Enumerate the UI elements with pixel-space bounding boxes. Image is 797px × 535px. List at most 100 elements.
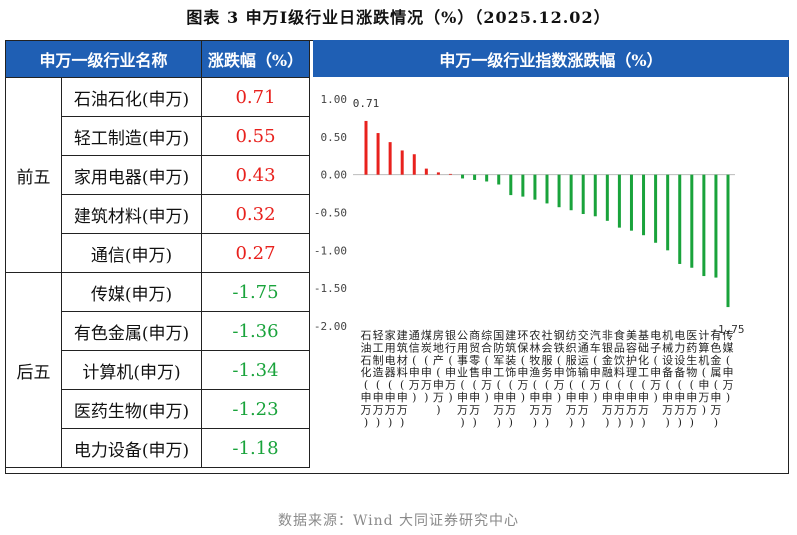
industry-name-cell: 传媒(申万) bbox=[61, 272, 202, 312]
category-label: 轻工制造(申万) bbox=[373, 328, 384, 429]
category-label: 电力设备(申万) bbox=[674, 329, 685, 429]
group-label: 前五 bbox=[5, 77, 62, 273]
category-label: 医药生物(申万) bbox=[686, 329, 697, 429]
bar bbox=[666, 174, 670, 251]
bar bbox=[617, 174, 621, 228]
category-label: 纺织服饰(申万) bbox=[566, 328, 577, 429]
bar bbox=[412, 154, 416, 175]
y-tick-label: 0.00 bbox=[321, 169, 348, 182]
group-label: 后五 bbox=[5, 272, 62, 468]
bar bbox=[714, 174, 718, 278]
bar bbox=[364, 120, 368, 175]
bar bbox=[497, 174, 501, 185]
category-label: 计算机(申万) bbox=[698, 329, 709, 416]
category-label: 汽车(申万) bbox=[590, 328, 601, 404]
bar bbox=[702, 174, 706, 277]
change-pct-cell: 0.32 bbox=[201, 194, 310, 234]
ranking-table: 申万一级行业名称 涨跌幅（%） 前五 石油石化(申万) 0.71 轻工制造(申万) 0.… bbox=[5, 40, 310, 468]
chart-header: 申万一级行业指数涨跌幅（%） bbox=[313, 40, 789, 77]
bar bbox=[678, 174, 682, 264]
bar bbox=[533, 174, 537, 200]
category-label: 石油石化(申万) bbox=[361, 329, 372, 429]
bar bbox=[376, 133, 380, 175]
category-label: 公用事业(申万) bbox=[457, 329, 468, 429]
category-label: 美容护理(申万) bbox=[626, 329, 637, 429]
table-body: 前五 石油石化(申万) 0.71 轻工制造(申万) 0.55 家用电器(申万) 0.43 建筑… bbox=[5, 77, 310, 468]
table-row: 电力设备(申万) -1.18 bbox=[6, 428, 310, 468]
category-label: 综合(申万) bbox=[481, 328, 492, 404]
table-row: 轻工制造(申万) 0.55 bbox=[6, 116, 310, 156]
bar bbox=[473, 174, 477, 180]
bar bbox=[654, 174, 658, 243]
data-label: -1.75 bbox=[711, 323, 744, 336]
category-label: 环保(申万) bbox=[517, 329, 528, 404]
category-label: 电子(申万) bbox=[650, 329, 661, 404]
change-pct-cell: 0.27 bbox=[201, 233, 310, 273]
category-label: 基础化工(申万) bbox=[638, 329, 649, 429]
bar bbox=[642, 174, 646, 236]
table-row: 家用电器(申万) 0.43 bbox=[6, 155, 310, 195]
bar bbox=[569, 174, 573, 211]
change-pct-cell: 0.55 bbox=[201, 116, 310, 156]
bar bbox=[424, 168, 428, 175]
change-pct-cell: -1.36 bbox=[201, 311, 310, 351]
category-label: 家用电器(申万) bbox=[385, 328, 396, 429]
bar bbox=[629, 174, 633, 231]
bar bbox=[448, 173, 452, 175]
category-label: 国防军工(申万) bbox=[493, 329, 504, 429]
category-label: 交通运输(申万) bbox=[578, 328, 589, 429]
category-label: 通信(申万) bbox=[409, 329, 420, 404]
category-label: 钢铁(申万) bbox=[554, 329, 565, 404]
industry-bar-chart: 1.00 0.50 0.00 -0.50 -1.00 -1.50 -2.00 0.71 -1.7… bbox=[314, 93, 745, 429]
industry-name-cell: 医药生物(申万) bbox=[61, 389, 202, 429]
bar bbox=[690, 174, 694, 268]
category-label: 非银金融(申万) bbox=[602, 329, 613, 429]
table-row: 有色金属(申万) -1.36 bbox=[6, 311, 310, 351]
bar bbox=[485, 174, 489, 182]
industry-name-cell: 电力设备(申万) bbox=[61, 428, 202, 468]
bar bbox=[726, 174, 730, 308]
category-label: 社会服务(申万) bbox=[542, 328, 553, 429]
table-row: 通信(申万) 0.27 bbox=[6, 233, 310, 273]
industry-name-cell: 建筑材料(申万) bbox=[61, 194, 202, 234]
bar bbox=[545, 174, 549, 204]
bar bbox=[436, 172, 440, 175]
data-label: 0.71 bbox=[353, 97, 380, 110]
header-change-pct: 涨跌幅（%） bbox=[201, 40, 310, 78]
change-pct-cell: -1.34 bbox=[201, 350, 310, 390]
y-tick-label: -0.50 bbox=[314, 207, 347, 220]
category-label: 商贸零售(申万) bbox=[469, 328, 480, 429]
category-label: 食品饮料(申万) bbox=[614, 328, 625, 429]
source-note: 数据来源：Wind 大同证券研究中心 bbox=[277, 513, 520, 529]
header-industry-name: 申万一级行业名称 bbox=[5, 40, 202, 78]
y-tick-label: -2.00 bbox=[314, 320, 347, 333]
page-title: 图表 3 申万Ⅰ级行业日涨跌情况（%）（2025.12.02） bbox=[186, 8, 611, 27]
bar bbox=[593, 174, 597, 217]
bar bbox=[400, 150, 404, 175]
industry-name-cell: 家用电器(申万) bbox=[61, 155, 202, 195]
y-tick-label: -1.50 bbox=[314, 282, 347, 295]
bar bbox=[557, 174, 561, 208]
change-pct-cell: -1.18 bbox=[201, 428, 310, 468]
category-label: 房地产(申万) bbox=[433, 329, 444, 416]
change-pct-cell: -1.23 bbox=[201, 389, 310, 429]
category-label: 有色金属(申万) bbox=[710, 328, 721, 429]
category-label: 机械设备(申万) bbox=[662, 328, 673, 429]
industry-name-cell: 有色金属(申万) bbox=[61, 311, 202, 351]
category-label: 银行(申万) bbox=[445, 328, 456, 404]
bar bbox=[388, 142, 392, 175]
category-label: 建筑装饰(申万) bbox=[505, 328, 516, 429]
change-pct-cell: 0.43 bbox=[201, 155, 310, 195]
bar bbox=[461, 174, 465, 179]
bar bbox=[605, 174, 609, 221]
industry-name-cell: 轻工制造(申万) bbox=[61, 116, 202, 156]
category-label: 农林牧渔(申万) bbox=[529, 328, 540, 429]
bar bbox=[509, 174, 513, 196]
bar bbox=[581, 174, 585, 215]
category-label: 建筑材料(申万) bbox=[397, 328, 408, 429]
category-label: 传媒(申万) bbox=[723, 329, 734, 404]
change-pct-cell: 0.71 bbox=[201, 77, 310, 117]
industry-name-cell: 通信(申万) bbox=[61, 233, 202, 273]
industry-name-cell: 计算机(申万) bbox=[61, 350, 202, 390]
table-row: 后五 传媒(申万) -1.75 bbox=[5, 272, 310, 468]
